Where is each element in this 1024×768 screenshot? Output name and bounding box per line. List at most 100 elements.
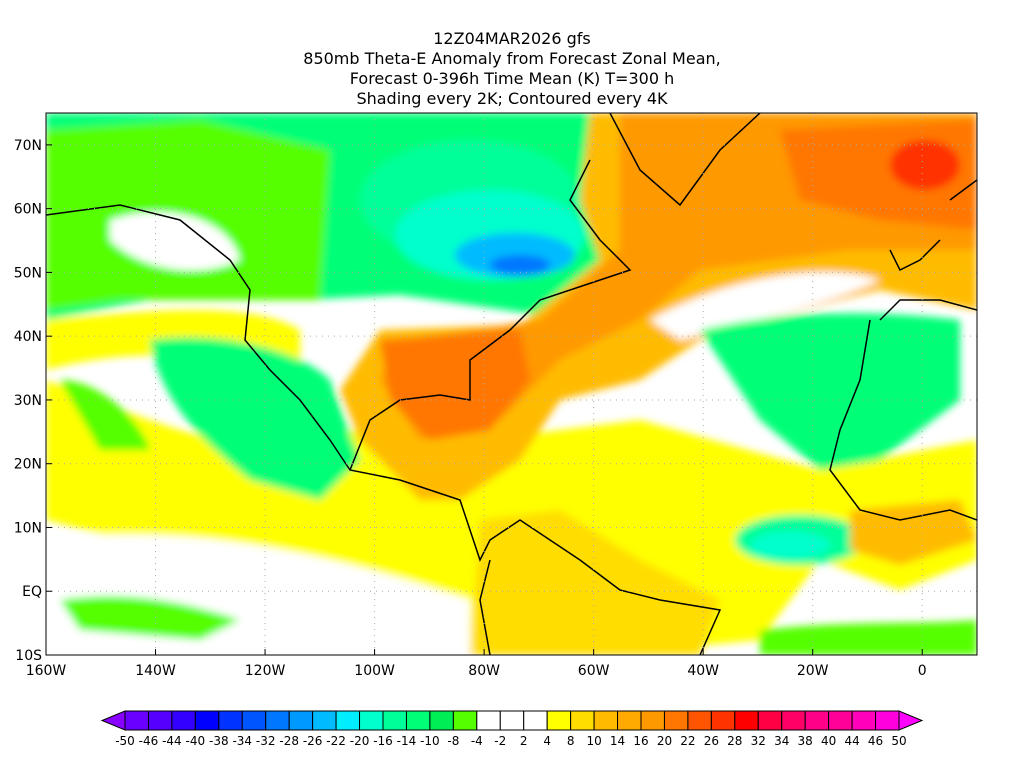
colorbar-swatch (617, 710, 642, 731)
region-scandinavia-red (890, 140, 960, 190)
lat-label: 50N (14, 265, 42, 281)
colorbar-swatch (241, 710, 267, 731)
colorbar-swatch (452, 710, 478, 731)
colorbar-swatch (570, 710, 595, 731)
lat-label: 30N (14, 393, 42, 409)
title-line-3: Forecast 0-396h Time Mean (K) T=300 h (349, 69, 675, 88)
colorbar-label: 38 (798, 734, 813, 748)
colorbar-swatch (710, 710, 736, 731)
colorbar-label: 40 (821, 734, 836, 748)
colorbar-label: 50 (891, 734, 906, 748)
colorbar-label: -50 (115, 734, 135, 748)
colorbar-label: -40 (186, 734, 206, 748)
map-frame (45, 112, 978, 656)
region-gulf-alaska-neutral (110, 212, 240, 271)
lon-label: 100W (354, 663, 395, 679)
title-line-1: 12Z04MAR2026 gfs (433, 29, 591, 48)
colorbar-label: 22 (680, 734, 695, 748)
colorbar-label: 16 (633, 734, 648, 748)
region-hudson-blue (490, 255, 550, 275)
lon-label: 80W (468, 663, 500, 679)
lon-label: 20W (797, 663, 829, 679)
lat-label: 40N (14, 329, 42, 345)
lat-label: 60N (14, 202, 42, 218)
map-title: 12Z04MAR2026 gfs 850mb Theta-E Anomaly f… (0, 29, 1024, 109)
colorbar-swatch (171, 710, 196, 731)
colorbar-label: -14 (397, 734, 417, 748)
lon-label: 60W (578, 663, 610, 679)
lon-label: 0 (918, 663, 927, 679)
south-america-coast (479, 559, 491, 655)
colorbar-swatch (194, 710, 220, 731)
lat-label: 10N (14, 520, 42, 536)
colorbar-label: -34 (232, 734, 252, 748)
colorbar-swatch (640, 710, 665, 731)
colorbar-label: 26 (704, 734, 719, 748)
colorbar-label: 34 (774, 734, 789, 748)
europe-coast (879, 179, 977, 321)
colorbar-swatch (382, 710, 407, 731)
colorbar-label: -2 (494, 734, 506, 748)
colorbar: -50 -46 -44 -40 -38 -34 -32 -28 -26 -22 -20 -16 -14-… (100, 710, 924, 748)
title-line-2: 850mb Theta-E Anomaly from Forecast Zona… (303, 49, 721, 68)
colorbar-swatch (687, 710, 712, 731)
region-pacific-negative (150, 337, 360, 500)
lon-label: 140W (135, 663, 176, 679)
colorbar-label: -44 (162, 734, 182, 748)
colorbar-label: -32 (256, 734, 276, 748)
lon-label: 40W (687, 663, 719, 679)
lon-label: 120W (245, 663, 286, 679)
region-se-us-positive (380, 330, 530, 440)
colorbar-swatch (734, 710, 759, 731)
north-america-coast (46, 204, 722, 655)
colorbar-swatch (875, 710, 900, 731)
colorbar-swatch (851, 710, 877, 731)
colorbar-swatch (265, 710, 290, 731)
lon-label: 160W (26, 663, 67, 679)
colorbar-label: -20 (350, 734, 370, 748)
colorbar-swatch (335, 710, 361, 731)
colorbar-label: -10 (420, 734, 440, 748)
region-south-america (470, 510, 720, 655)
colorbar-label: 2 (520, 734, 528, 748)
colorbar-label: 28 (727, 734, 742, 748)
colorbar-swatch (405, 710, 431, 731)
colorbar-swatch (288, 710, 314, 731)
region-west-light-green (46, 120, 330, 310)
colorbar-swatch (218, 710, 243, 731)
colorbar-swatch (147, 710, 173, 731)
colorbar-swatch (663, 710, 689, 731)
title-line-4: Shading every 2K; Contoured every 4K (356, 89, 668, 108)
africa-coast (829, 319, 977, 521)
region-west-africa-positive (850, 500, 977, 565)
colorbar-label: 32 (751, 734, 766, 748)
region-atlantic-africa-negative (700, 313, 960, 470)
colorbar-label: -38 (209, 734, 229, 748)
anomaly-field (46, 113, 977, 655)
colorbar-swatch (804, 710, 830, 731)
colorbar-high-arrow (898, 710, 924, 731)
colorbar-label: 10 (586, 734, 601, 748)
colorbar-swatch (828, 710, 853, 731)
colorbar-low-arrow (100, 710, 126, 731)
colorbar-label: 44 (844, 734, 859, 748)
colorbar-swatch (523, 710, 548, 731)
colorbar-label: 20 (657, 734, 672, 748)
colorbar-label: 4 (543, 734, 551, 748)
colorbar-label: -16 (373, 734, 393, 748)
greenland (609, 113, 761, 207)
colorbar-swatch (476, 710, 501, 731)
colorbar-swatch (546, 710, 572, 731)
colorbar-label: -26 (303, 734, 323, 748)
colorbar-label: 14 (610, 734, 625, 748)
colorbar-swatch (429, 710, 454, 731)
colorbar-label: -28 (279, 734, 299, 748)
lat-label: EQ (22, 584, 42, 600)
lat-label: 70N (14, 138, 42, 154)
colorbar-swatch (359, 710, 384, 731)
colorbar-swatch (312, 710, 337, 731)
colorbar-label: 8 (567, 734, 575, 748)
graticule (46, 113, 977, 655)
colorbar-swatch (124, 710, 149, 731)
